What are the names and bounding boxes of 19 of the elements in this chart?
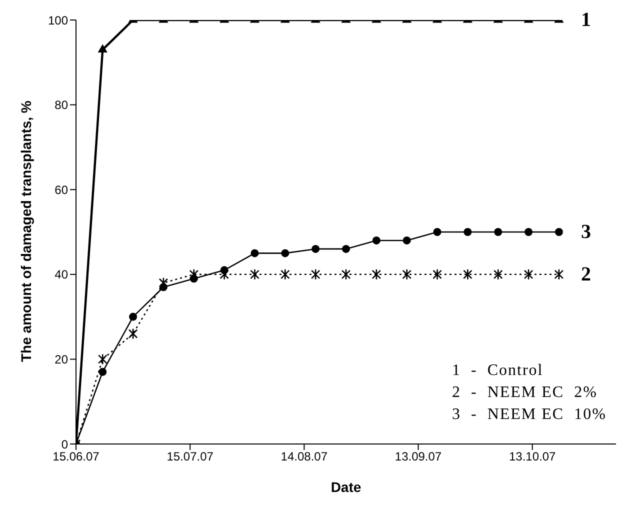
x-tick-label: 15.07.07: [166, 450, 214, 464]
y-tick-label: 20: [54, 352, 68, 366]
y-tick-label: 80: [54, 98, 68, 112]
x-axis-title: Date: [330, 479, 362, 495]
annotation: 3 - NEEM EC 10%: [452, 405, 606, 425]
annotation: 1 - Control: [452, 361, 544, 381]
y-tick-label: 60: [54, 182, 68, 197]
x-tick-label: 15.06.07: [52, 450, 100, 464]
series-label: 2: [580, 263, 591, 286]
annotation: 2 - NEEM EC 2%: [452, 383, 598, 403]
series-label: 1: [580, 9, 591, 31]
x-tick-label: 13.09.07: [394, 450, 442, 464]
y-axis-title: The amount of damaged transplants, %: [18, 100, 34, 362]
y-tick-label: 100: [48, 13, 68, 28]
x-tick-label: 13.10.07: [508, 450, 556, 464]
y-tick-label: 40: [54, 268, 68, 282]
series-label: 3: [580, 221, 591, 243]
y-tick-label: 0: [61, 437, 68, 452]
x-tick-label: 14.08.07: [280, 450, 328, 464]
